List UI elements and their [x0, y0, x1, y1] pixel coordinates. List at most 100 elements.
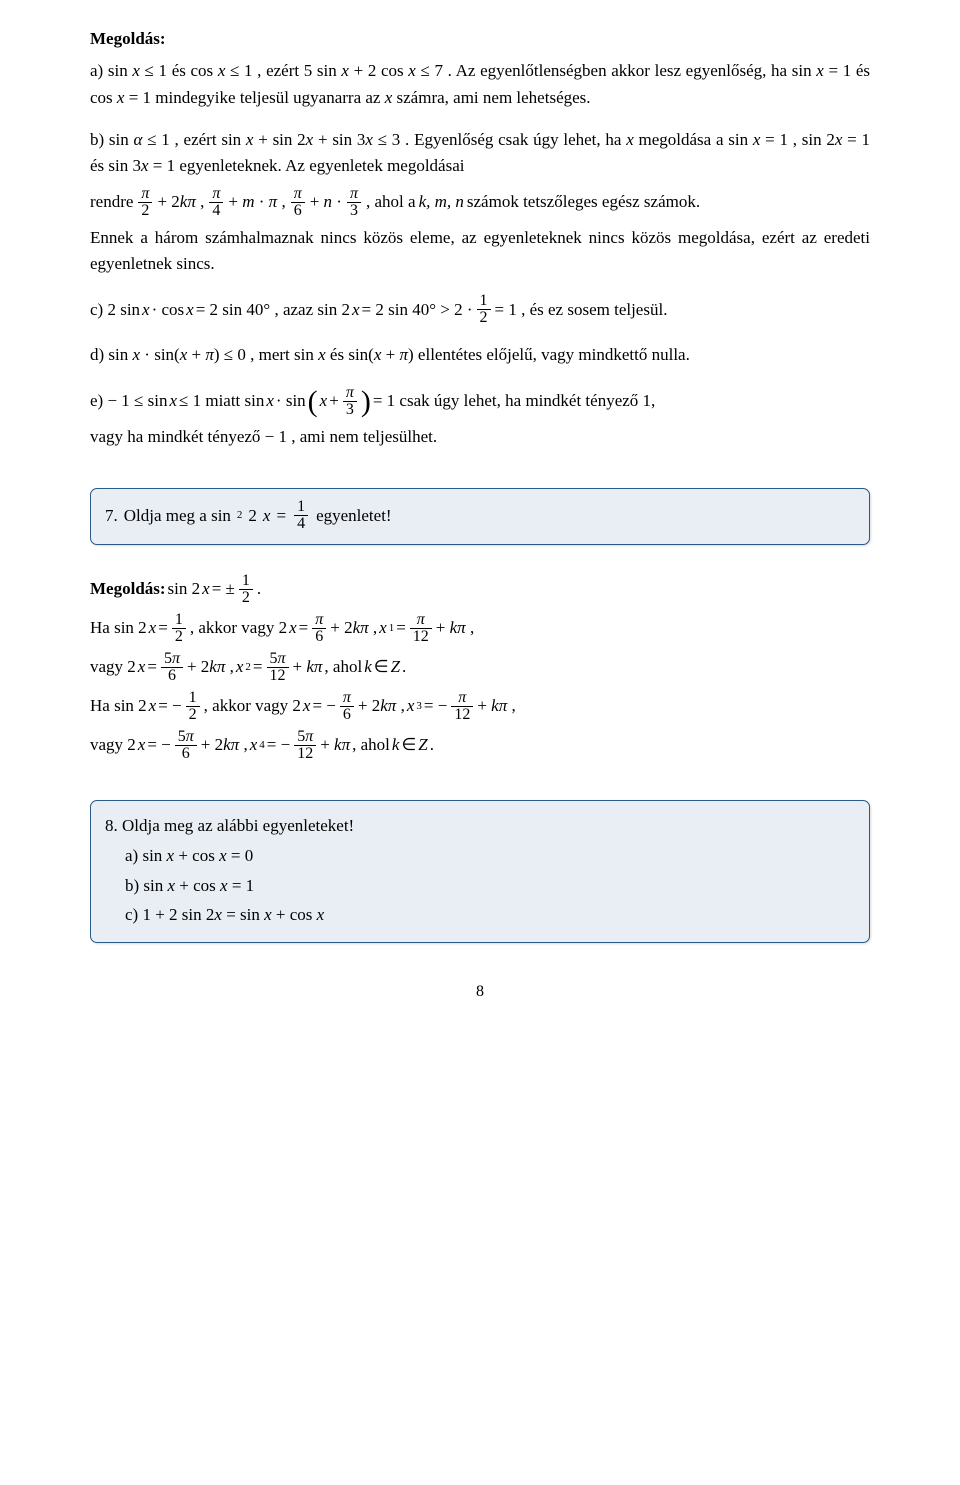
t: + kπ	[293, 654, 323, 680]
b-9: = 1 egyenleteknek. Az egyenletek megoldá…	[149, 156, 465, 175]
x3: x	[407, 693, 415, 719]
d-x1: x	[133, 345, 141, 364]
p8-num: 8.	[105, 816, 118, 835]
d: 2	[239, 590, 253, 606]
k: k	[392, 732, 400, 758]
n: 1	[294, 499, 308, 516]
a-t3: ≤ 1 , ezért 5 sin	[225, 61, 341, 80]
a-t7: = 1 mindegyike teljesül ugyanarra az	[124, 88, 384, 107]
c-x2: x	[186, 297, 194, 323]
dot: .	[402, 654, 406, 680]
frac-5pi-6-n: 5π6	[175, 729, 197, 762]
problem-7-row: 7. Oldja meg a sin2 2x = 14 egyenletet!	[105, 499, 855, 532]
frac-pi-2: π2	[138, 186, 152, 219]
n: π	[291, 186, 305, 203]
n: 5π	[267, 651, 289, 668]
x: x	[168, 876, 176, 895]
frac-pi-3-e: π3	[343, 385, 357, 418]
d: 12	[451, 707, 473, 723]
b-5: ≤ 3 . Egyenlőség csak úgy lehet, ha	[373, 130, 626, 149]
p7-t3: egyenletet!	[316, 501, 392, 531]
b-4: + sin 3	[313, 130, 365, 149]
sub3: 3	[416, 698, 422, 715]
d-3: ) ≤ 0 , mert sin	[214, 345, 318, 364]
frac-1-2-c: 12	[477, 293, 491, 326]
c-x3: x	[352, 297, 360, 323]
t: + 2kπ ,	[187, 654, 234, 680]
t: , ahol	[324, 654, 362, 680]
frac-5pi-12-a: 5π12	[267, 651, 289, 684]
k: k	[364, 654, 372, 680]
p8-text: Oldja meg az alábbi egyenleteket!	[122, 816, 354, 835]
d: 2	[138, 203, 152, 219]
in: ∈	[401, 732, 416, 758]
e-x1: x	[169, 388, 177, 414]
t: =	[253, 654, 263, 680]
x: x	[219, 846, 227, 865]
s7-l2: Ha sin 2x = 12 , akkor vagy 2x = π6 + 2k…	[90, 612, 870, 645]
b-x7: x	[141, 156, 149, 175]
t: b) sin	[125, 876, 168, 895]
x: x	[303, 693, 311, 719]
n: π	[138, 186, 152, 203]
p8-c: c) 1 + 2 sin 2x = sin x + cos x	[105, 900, 855, 930]
b-tt: , ahol a	[366, 189, 416, 215]
n: π	[340, 690, 354, 707]
d: 4	[294, 516, 308, 532]
frac-pi-6-n: π6	[340, 690, 354, 723]
d-4: és sin(	[326, 345, 374, 364]
c-2: · cos	[152, 297, 185, 323]
t: = −	[147, 732, 170, 758]
x2: x	[236, 654, 244, 680]
x: x	[317, 905, 325, 924]
page-number: 8	[90, 983, 870, 1001]
d: 4	[209, 203, 223, 219]
e-x3: x	[320, 388, 328, 414]
x: x	[138, 732, 146, 758]
t: c) 1 + 2 sin 2	[125, 905, 214, 924]
frac-pi-6: π6	[291, 186, 305, 219]
frac-pi-4: π4	[209, 186, 223, 219]
Z: Z	[418, 732, 427, 758]
t: = 1	[228, 876, 255, 895]
x: x	[289, 615, 297, 641]
c-3: = 2 sin 40° , azaz sin 2	[196, 297, 350, 323]
x: x	[138, 654, 146, 680]
d: 3	[343, 402, 357, 418]
part-b-line2: rendre π2 + 2kπ , π4 + m · π , π6 + n · …	[90, 186, 870, 219]
t: a) sin	[125, 846, 167, 865]
frac-pi-3: π3	[347, 186, 361, 219]
t: , ahol	[352, 732, 390, 758]
e-x2: x	[266, 388, 274, 414]
p8-a: a) sin x + cos x = 0	[105, 841, 855, 871]
solution-heading: Megoldás:	[90, 26, 870, 52]
t: + kπ ,	[436, 615, 474, 641]
t: + 2kπ ,	[330, 615, 377, 641]
d-pi2: π	[399, 345, 408, 364]
page: Megoldás: a) sin x ≤ 1 és cos x ≤ 1 , ez…	[0, 0, 960, 1011]
frac-1-2-a: 12	[239, 573, 253, 606]
d-2: · sin(	[140, 345, 180, 364]
d: 6	[161, 668, 183, 684]
t: = −	[312, 693, 335, 719]
frac-1-2-b: 12	[172, 612, 186, 645]
in: ∈	[374, 654, 389, 680]
t: , akkor vagy 2	[190, 615, 287, 641]
n: π	[209, 186, 223, 203]
d-5: ) ellentétes előjelű, vagy mindkettő nul…	[408, 345, 690, 364]
c-1: c) 2 sin	[90, 297, 140, 323]
d: 2	[172, 629, 186, 645]
t: = sin	[222, 905, 264, 924]
frac-5pi-6-a: 5π6	[161, 651, 183, 684]
t: + 2kπ ,	[201, 732, 248, 758]
s7-h: Megoldás:	[90, 576, 166, 602]
d: 12	[410, 629, 432, 645]
part-c: c) 2 sin x · cos x = 2 sin 40° , azaz si…	[90, 293, 870, 326]
p7-num: 7.	[105, 501, 118, 531]
e-1: e) − 1 ≤ sin	[90, 388, 167, 414]
p8-b: b) sin x + cos x = 1	[105, 871, 855, 901]
t: =	[299, 615, 309, 641]
a-x3: x	[341, 61, 349, 80]
s7-l5: vagy 2x = − 5π6 + 2kπ , x4 = − 5π12 + kπ…	[90, 729, 870, 762]
a-t4: + 2 cos	[349, 61, 408, 80]
